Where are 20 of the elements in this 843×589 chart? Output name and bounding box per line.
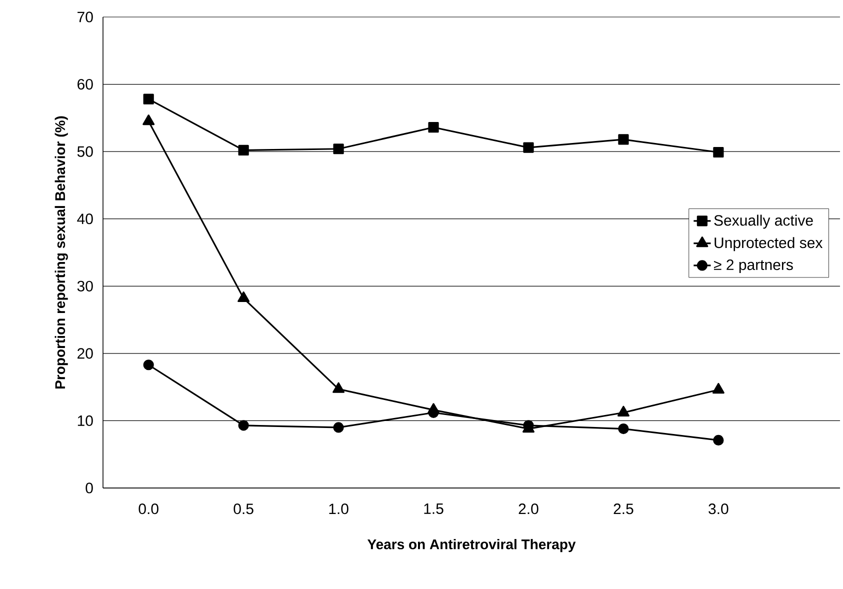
y-tick-label: 0: [86, 482, 93, 494]
y-tick-label: 60: [78, 78, 93, 90]
y-tick-label: 30: [77, 280, 93, 292]
legend-label: ≥ 2 partners: [714, 259, 793, 274]
y-tick-label: 50: [77, 146, 93, 157]
x-axis-title: Years on Antiretroviral Therapy: [367, 539, 576, 552]
x-tick-label: 3.0: [708, 504, 728, 514]
legend-label: Sexually active: [714, 214, 813, 229]
x-tick-label: 2.0: [518, 504, 538, 514]
x-tick-label: 0.0: [138, 504, 158, 514]
y-axis-title: Proportion reporting sexual Behavior (%): [54, 116, 68, 388]
legend-label: Unprotected sex: [714, 237, 823, 252]
x-tick-label: 0.5: [234, 504, 254, 514]
y-tick-label: 20: [78, 348, 93, 359]
y-tick-label: 40: [77, 214, 93, 224]
x-tick-label: 2.5: [614, 504, 634, 514]
x-tick-label: 1.5: [424, 504, 444, 514]
y-tick-label: 70: [78, 12, 93, 22]
x-tick-label: 1.0: [329, 504, 348, 514]
y-tick-label: 10: [78, 415, 93, 426]
